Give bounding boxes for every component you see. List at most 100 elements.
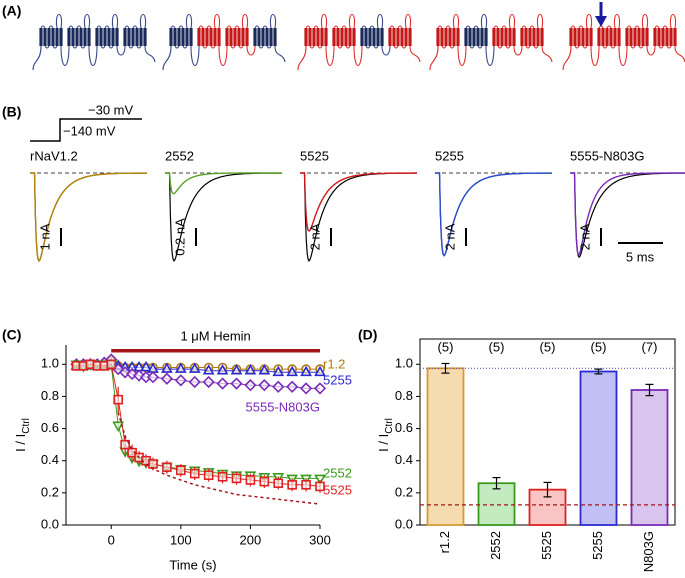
helix — [484, 28, 488, 46]
n-terminus — [297, 45, 307, 71]
x-tick-label: 5525 — [539, 531, 554, 560]
series-label: r1.2 — [323, 356, 345, 371]
helix — [308, 28, 312, 46]
pore-loop — [83, 13, 91, 29]
helix — [641, 28, 645, 46]
intracellular-loop — [88, 45, 98, 67]
helix — [665, 28, 669, 46]
helix — [269, 28, 273, 46]
x-tick-label: 100 — [170, 532, 192, 547]
linker — [401, 45, 407, 49]
helix — [340, 28, 344, 46]
linker — [389, 25, 395, 29]
helix — [536, 28, 540, 46]
linker — [96, 25, 102, 29]
c-terminus — [541, 45, 553, 63]
marker — [106, 359, 117, 370]
helix — [388, 28, 392, 46]
helix — [344, 28, 348, 46]
helix — [392, 28, 396, 46]
helix — [360, 28, 364, 46]
scale-label: 2 nA — [577, 223, 592, 250]
helix — [103, 28, 107, 46]
linker — [76, 25, 82, 29]
helix — [245, 28, 249, 46]
helix — [316, 28, 320, 46]
linker — [630, 45, 636, 49]
c-terminus — [144, 45, 156, 63]
marker — [216, 377, 229, 390]
marker — [286, 365, 299, 377]
linker — [266, 45, 272, 49]
linker — [602, 45, 608, 49]
trace-name: 5555-N803G — [570, 148, 644, 163]
intracellular-loop — [618, 45, 628, 67]
helix — [87, 28, 91, 46]
helix — [189, 28, 193, 46]
helix — [573, 28, 577, 46]
helix — [229, 28, 233, 46]
marker — [245, 475, 256, 485]
helix — [532, 28, 536, 46]
pore-loop — [613, 13, 621, 29]
y-label-main: I / I — [13, 434, 28, 452]
helix — [404, 28, 408, 46]
y-axis-label: I / ICtrl — [376, 418, 394, 452]
helix — [320, 28, 324, 46]
helix — [111, 28, 115, 46]
helix — [139, 28, 143, 46]
bar — [426, 367, 465, 526]
helix — [440, 28, 444, 46]
helix — [75, 28, 79, 46]
pore-loop — [241, 13, 249, 29]
linker — [206, 25, 212, 29]
linker — [634, 25, 640, 29]
linker — [521, 25, 527, 29]
helix — [348, 28, 352, 46]
y-tick-label: 0.6 — [41, 420, 59, 435]
linker — [254, 25, 260, 29]
n-label: (7) — [642, 339, 658, 354]
marker — [202, 375, 215, 389]
helix — [364, 28, 368, 46]
helix — [185, 28, 189, 46]
n-terminus — [162, 45, 172, 71]
marker — [301, 480, 311, 490]
helix — [512, 28, 516, 46]
helix — [352, 28, 356, 46]
linker — [638, 45, 644, 49]
linker — [582, 45, 588, 49]
helix — [540, 28, 544, 46]
pore-loop — [376, 13, 384, 29]
marker — [160, 372, 174, 385]
marker — [287, 480, 297, 490]
helix — [99, 28, 103, 46]
linker — [44, 45, 50, 49]
helix — [39, 28, 43, 46]
helix — [625, 28, 629, 46]
y-tick-label: 0.6 — [395, 420, 413, 435]
helix — [336, 28, 340, 46]
linker — [136, 45, 142, 49]
helix — [633, 28, 637, 46]
helix — [661, 28, 665, 46]
y-tick-label: 0.0 — [41, 516, 59, 531]
linker — [337, 45, 343, 49]
arrow — [595, 2, 607, 27]
helix — [213, 28, 217, 46]
linker — [238, 45, 244, 49]
c-terminus — [674, 45, 685, 63]
pore-loop — [185, 13, 193, 29]
scale-label: 0.2 nA — [172, 218, 187, 256]
helix — [496, 28, 500, 46]
linker — [369, 25, 375, 29]
series-label: 5255 — [323, 372, 352, 387]
helix — [131, 28, 135, 46]
panel-label: (B) — [2, 104, 21, 120]
linker — [170, 25, 176, 29]
pore-loop — [213, 13, 221, 29]
helix — [376, 28, 380, 46]
helix — [492, 28, 496, 46]
helix — [241, 28, 245, 46]
c-terminus — [409, 45, 421, 63]
